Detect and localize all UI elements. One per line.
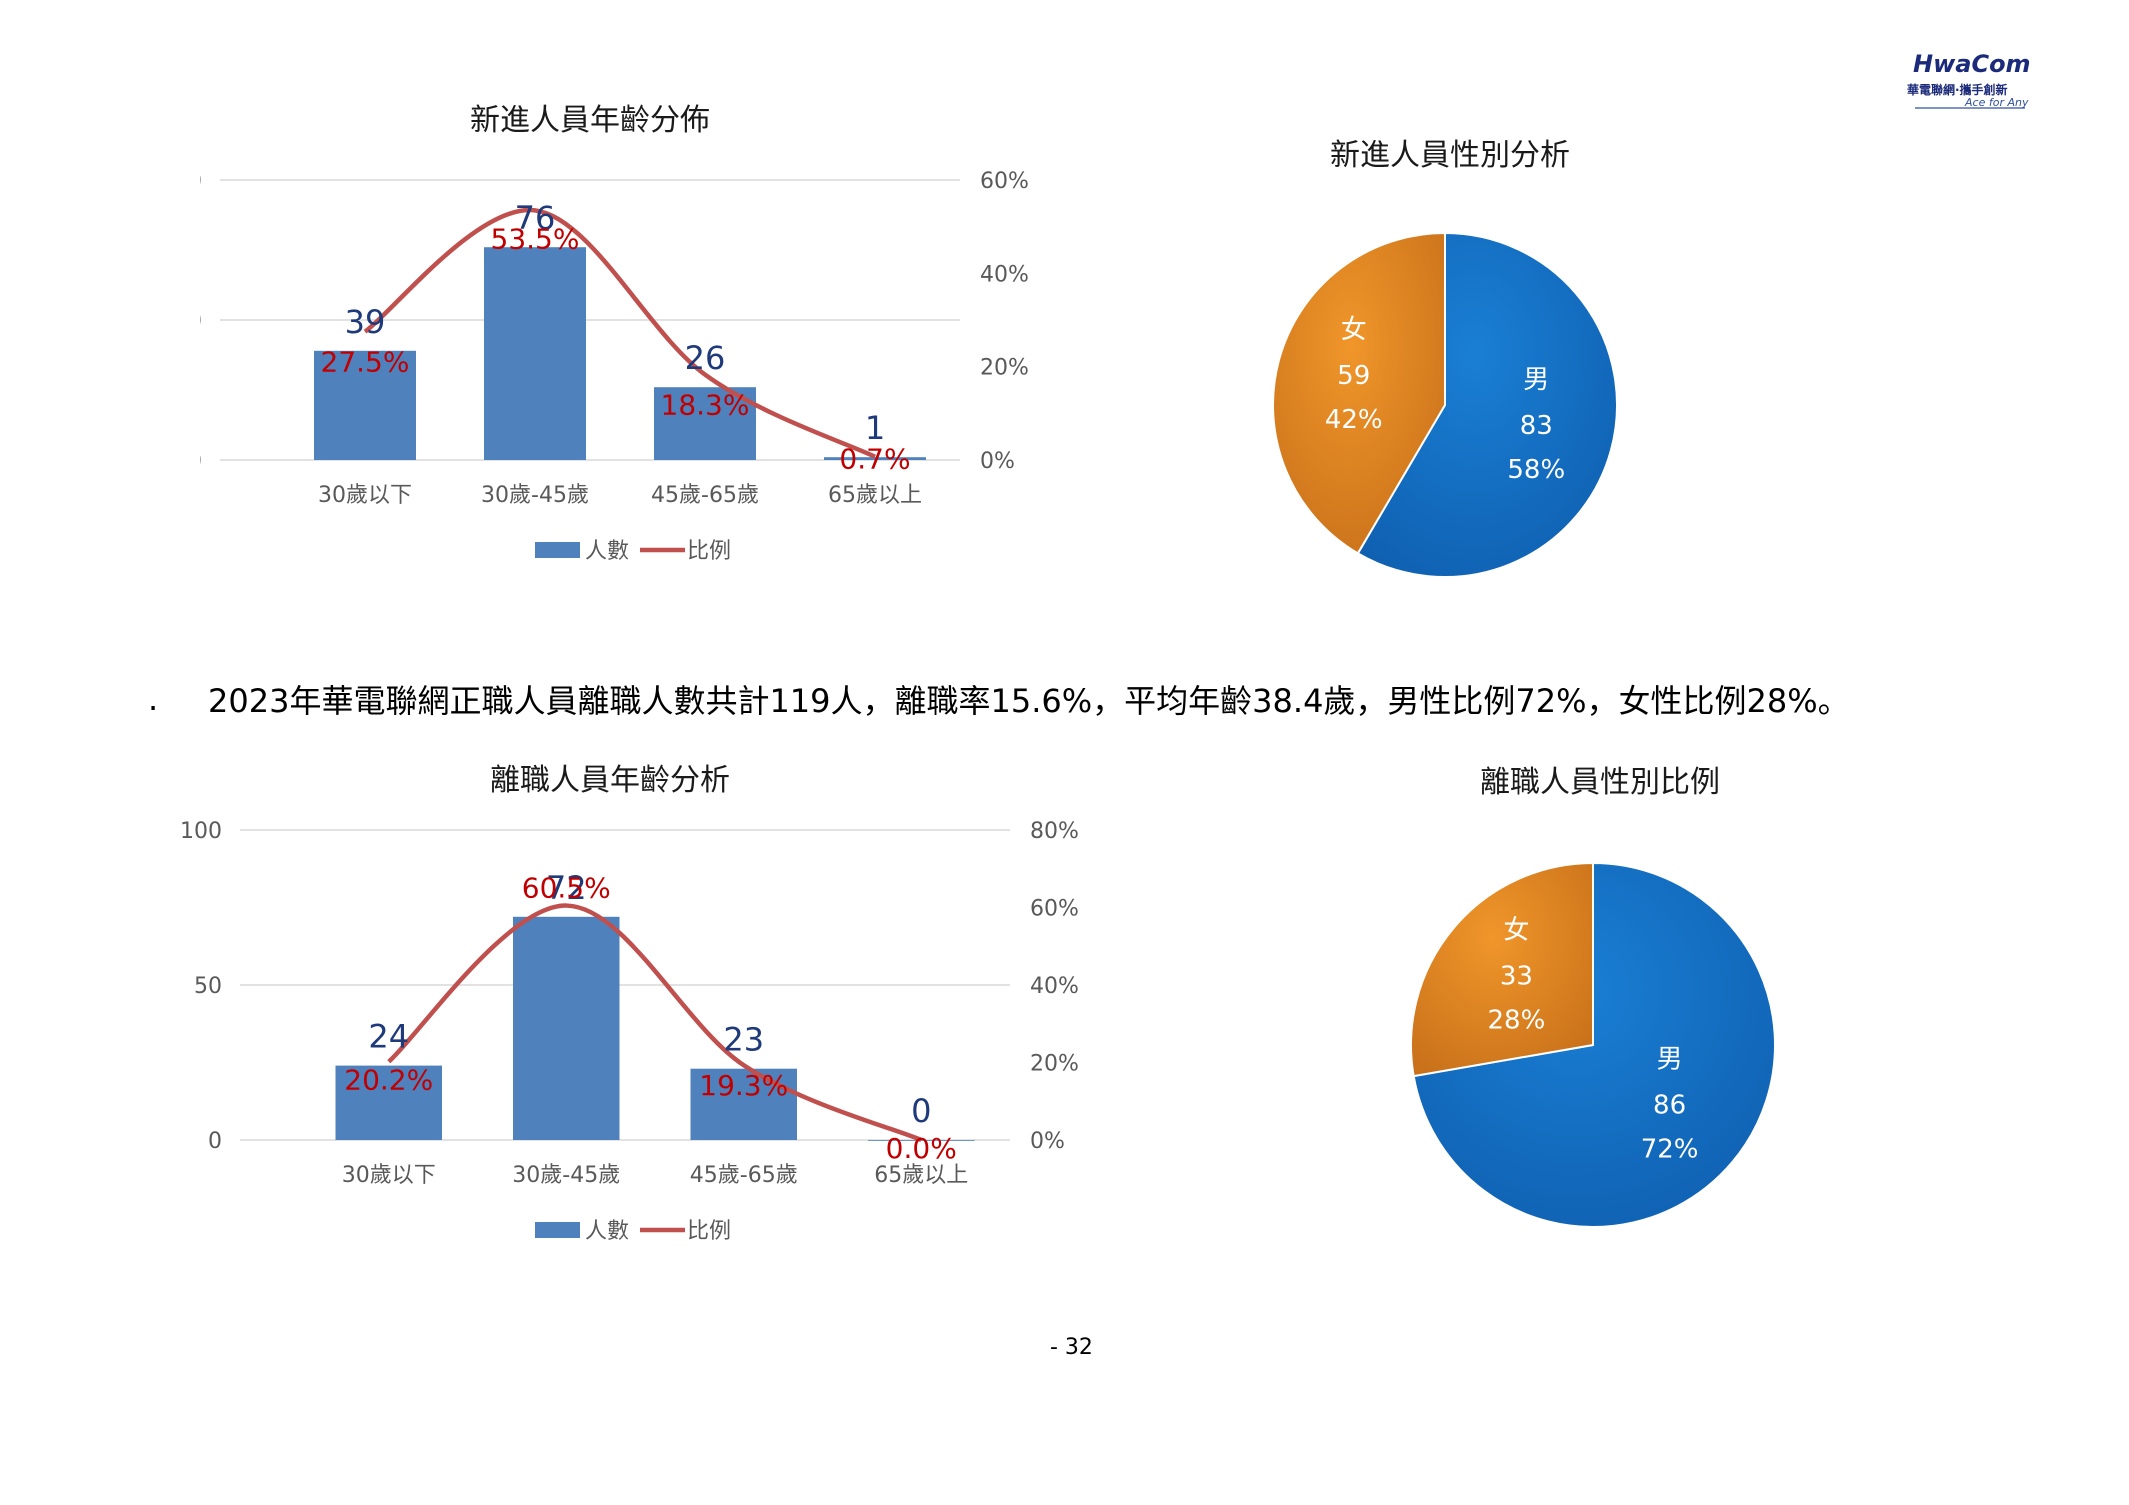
ratio-label: 60.5% (522, 872, 611, 905)
bar (690, 1068, 797, 1140)
logo-tagline-cn: 華電聯網·攜手創新 (1907, 82, 2008, 97)
pie-label-value: 59 (1337, 361, 1370, 391)
legend-swatch-count (535, 1222, 580, 1238)
y2-tick-label: 0% (980, 449, 1015, 474)
legend-swatch-count (535, 542, 580, 558)
leavers-gender-pie: 男 86 72% 女 33 28% (1410, 861, 1776, 1228)
ratio-label: 20.2% (344, 1064, 433, 1097)
ratio-label: 53.5% (491, 222, 580, 255)
count-label: 26 (685, 339, 726, 377)
chart-title-leave-gender: 離職人員性別比例 (1480, 765, 1720, 800)
ratio-label: 18.3% (661, 389, 750, 422)
leavers-age-chart: 0 50 100 0% 20% 40% 60% 80% 30歲以下 30歲-45歲 45歲-65歲 6… (180, 819, 1079, 1244)
y2-tick-label: 40% (980, 262, 1029, 287)
logo-tagline-en: Ace for Any (1964, 96, 2029, 109)
x-tick-label: 30歲-45歲 (512, 1163, 620, 1188)
new-hires-age-chart: 0 50 100 0% 20% 40% 60% 30歲以下 30歲-45歲 45歲-65歲 65歲以… (200, 169, 1029, 564)
y2-tick-label: 40% (1030, 974, 1079, 999)
legend-label-ratio: 比例 (687, 1219, 731, 1244)
y-tick-label: 100 (200, 169, 202, 194)
pie-label-percent: 58% (1507, 455, 1565, 485)
count-label: 23 (723, 1021, 764, 1059)
y-tick-label: 50 (194, 974, 222, 999)
y2-tick-label: 60% (980, 169, 1029, 194)
pie-slice-female (1272, 231, 1446, 555)
ratio-line (363, 208, 876, 459)
x-tick-label: 30歲以下 (342, 1163, 436, 1188)
bar (824, 457, 926, 460)
x-tick-label: 65歲以上 (874, 1163, 968, 1188)
count-label: 24 (368, 1018, 409, 1056)
y2-tick-label: 0% (1030, 1129, 1065, 1154)
y2-tick-label: 60% (1030, 897, 1079, 922)
ratio-label: 19.3% (699, 1069, 788, 1102)
legend-label-ratio: 比例 (687, 539, 731, 564)
y2-tick-label: 80% (1030, 819, 1079, 844)
page-number: - 32 (1050, 1335, 1093, 1360)
new-hires-gender-pie: 男 83 58% 女 59 42% (1272, 231, 1618, 578)
count-label: 39 (345, 303, 386, 341)
x-tick-label: 65歲以上 (828, 483, 922, 508)
y-tick-label: 50 (200, 309, 202, 334)
pie-label-value: 83 (1520, 411, 1553, 441)
company-logo: HwaCom 華電聯網·攜手創新 Ace for Any (1905, 48, 2055, 118)
summary-text: 2023年華電聯網正職人員離職人數共計119人，離職率15.6%，平均年齡38.… (208, 682, 1850, 720)
bar (335, 1065, 442, 1140)
logo-brand: HwaCom (1913, 50, 2031, 78)
bar (513, 916, 620, 1140)
bar (484, 247, 586, 460)
pie-label-name: 男 (1523, 365, 1549, 395)
pie-slice-female (1410, 861, 1594, 1078)
count-label: 0 (911, 1092, 931, 1130)
y-tick-label: 0 (208, 1129, 222, 1154)
bar (868, 1140, 975, 1141)
pie-label-percent: 72% (1641, 1134, 1699, 1164)
pie-label-percent: 28% (1488, 1006, 1546, 1036)
y-tick-label: 0 (200, 449, 202, 474)
count-label: 1 (865, 409, 885, 447)
chart-title-new-gender: 新進人員性別分析 (1330, 138, 1570, 173)
ratio-label: 0.7% (839, 443, 910, 476)
pie-label-name: 女 (1341, 315, 1367, 345)
pie-label-percent: 42% (1325, 405, 1383, 435)
bar (654, 387, 756, 460)
legend-label-count: 人數 (585, 539, 629, 564)
count-label: 76 (515, 199, 556, 237)
y2-tick-label: 20% (980, 356, 1029, 381)
bullet-dot: . (148, 680, 159, 718)
y2-tick-label: 20% (1030, 1052, 1079, 1077)
chart-title-new-age: 新進人員年齡分佈 (470, 103, 710, 138)
ratio-line (387, 903, 923, 1143)
ratio-label: 0.0% (886, 1132, 957, 1165)
pie-label-name: 女 (1503, 916, 1529, 946)
legend-label-count: 人數 (585, 1219, 629, 1244)
pie-label-value: 33 (1500, 962, 1533, 992)
x-tick-label: 45歲-65歲 (651, 483, 759, 508)
pie-slice-male (1356, 231, 1618, 578)
ratio-label: 27.5% (321, 346, 410, 379)
x-tick-label: 45歲-65歲 (690, 1163, 798, 1188)
pie-slice-male (1412, 861, 1776, 1228)
count-label: 72 (546, 869, 587, 907)
chart-title-leave-age: 離職人員年齡分析 (490, 763, 730, 798)
x-tick-label: 30歲-45歲 (481, 483, 589, 508)
pie-label-value: 86 (1653, 1090, 1686, 1120)
x-tick-label: 30歲以下 (318, 483, 412, 508)
pie-label-name: 男 (1657, 1044, 1683, 1074)
bar (314, 350, 416, 460)
y-tick-label: 100 (180, 819, 222, 844)
